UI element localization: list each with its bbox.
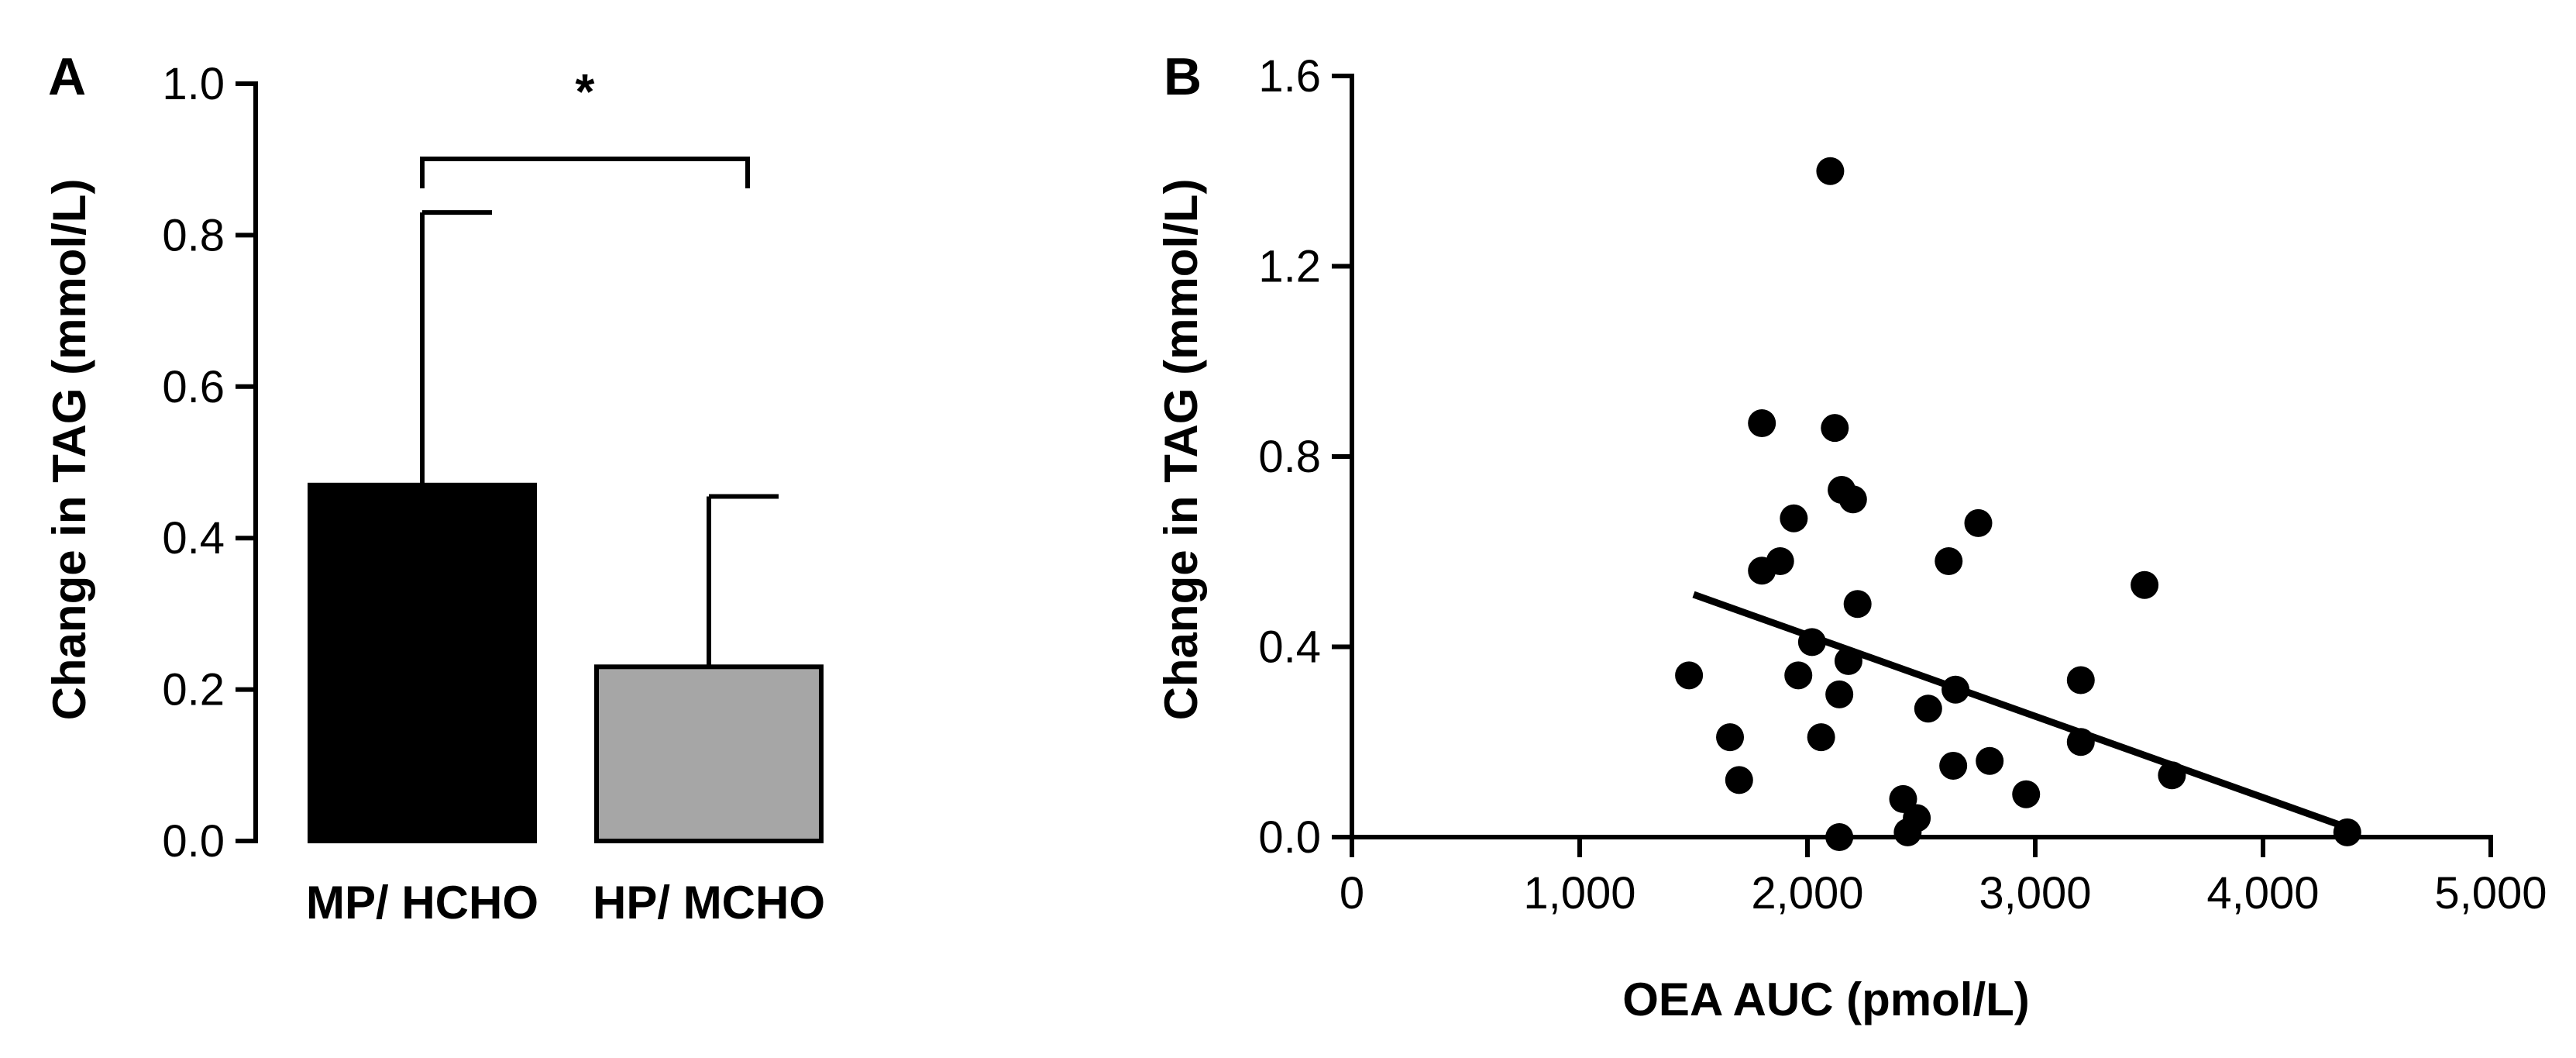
scatter-point — [1748, 409, 1776, 438]
scatter-point — [1784, 661, 1813, 690]
scatter-point — [1935, 547, 1963, 576]
scatter-point — [2158, 761, 2186, 790]
x-tick-label: 2,000 — [1751, 868, 1863, 918]
x-tick-label: 4,000 — [2206, 868, 2319, 918]
significance-bracket — [420, 157, 750, 188]
scatter-point — [1939, 751, 1968, 780]
y-tick-label: 0.8 — [162, 210, 225, 260]
x-tick-label: 5,000 — [2434, 868, 2547, 918]
x-category-label: MP/ HCHO — [306, 877, 538, 929]
scatter-point — [1807, 723, 1835, 752]
scatter-point — [2012, 780, 2041, 808]
scatter-point — [1834, 646, 1862, 675]
panel-b-x-ticks: 0 1,000 2,000 3,000 4,000 5,000 — [1340, 837, 2547, 918]
scatter-point — [2066, 728, 2095, 756]
scatter-point — [1821, 414, 1849, 443]
y-tick-label: 0.4 — [1258, 622, 1321, 673]
panel-a: A Change in TAG (mmol/L) 0.0 0.2 0.4 0.6 0.8… — [43, 47, 825, 929]
scatter-point — [2131, 570, 2159, 599]
y-tick-label: 0.4 — [162, 513, 225, 563]
x-tick-label: 1,000 — [1523, 868, 1635, 918]
scatter-point — [1976, 746, 2004, 775]
bar-1 — [308, 482, 537, 843]
scatter-point — [1716, 723, 1745, 752]
panel-b-x-axis-label: OEA AUC (pmol/L) — [1622, 974, 2030, 1025]
scatter-point — [2333, 818, 2361, 846]
scatter-point — [1941, 675, 1970, 704]
panel-a-letter: A — [48, 47, 86, 106]
scatter-point — [1748, 557, 1776, 585]
y-tick-label: 1.6 — [1258, 51, 1321, 102]
panel-a-y-ticks: 0.0 0.2 0.4 0.6 0.8 1.0 — [162, 59, 256, 867]
scatter-point — [1797, 628, 1826, 657]
scatter-point — [1964, 508, 1993, 537]
panel-a-y-axis-label: Change in TAG (mmol/L) — [43, 179, 95, 721]
x-category-label: HP/ MCHO — [593, 877, 825, 929]
y-tick-label: 1.0 — [162, 59, 225, 109]
panel-b-letter: B — [1164, 47, 1202, 106]
bar-2 — [594, 664, 824, 843]
scatter-point — [2066, 666, 2095, 694]
panel-b-points — [1675, 157, 2361, 851]
scatter-point — [1838, 485, 1867, 514]
panel-b-axes — [1350, 74, 2493, 839]
x-tick-label: 3,000 — [1979, 868, 2091, 918]
scatter-point — [1825, 680, 1854, 708]
significance-star: * — [576, 64, 595, 119]
scatter-point — [1843, 590, 1872, 619]
panel-a-x-labels: MP/ HCHO HP/ MCHO — [306, 877, 825, 929]
scatter-point — [1816, 157, 1845, 185]
y-tick-label: 0.8 — [1258, 432, 1321, 482]
panel-b-y-axis-label: Change in TAG (mmol/L) — [1155, 179, 1207, 721]
scatter-point — [1725, 766, 1753, 794]
y-tick-label: 1.2 — [1258, 242, 1321, 292]
scatter-point — [1675, 661, 1704, 690]
y-tick-label: 0.2 — [162, 665, 225, 715]
x-tick-label: 0 — [1340, 868, 1364, 918]
y-tick-label: 0.6 — [162, 362, 225, 412]
y-tick-label: 0.0 — [162, 816, 225, 867]
panel-b-y-ticks: 0.0 0.4 0.8 1.2 1.6 — [1258, 51, 1352, 863]
panel-a-bars — [308, 210, 824, 843]
panel-b: B Change in TAG (mmol/L) OEA AUC (pmol/L… — [1155, 47, 2547, 1025]
y-tick-label: 0.0 — [1258, 812, 1321, 863]
scatter-point — [1780, 504, 1808, 532]
scatter-point — [1893, 818, 1922, 846]
scatter-point — [1914, 694, 1942, 723]
